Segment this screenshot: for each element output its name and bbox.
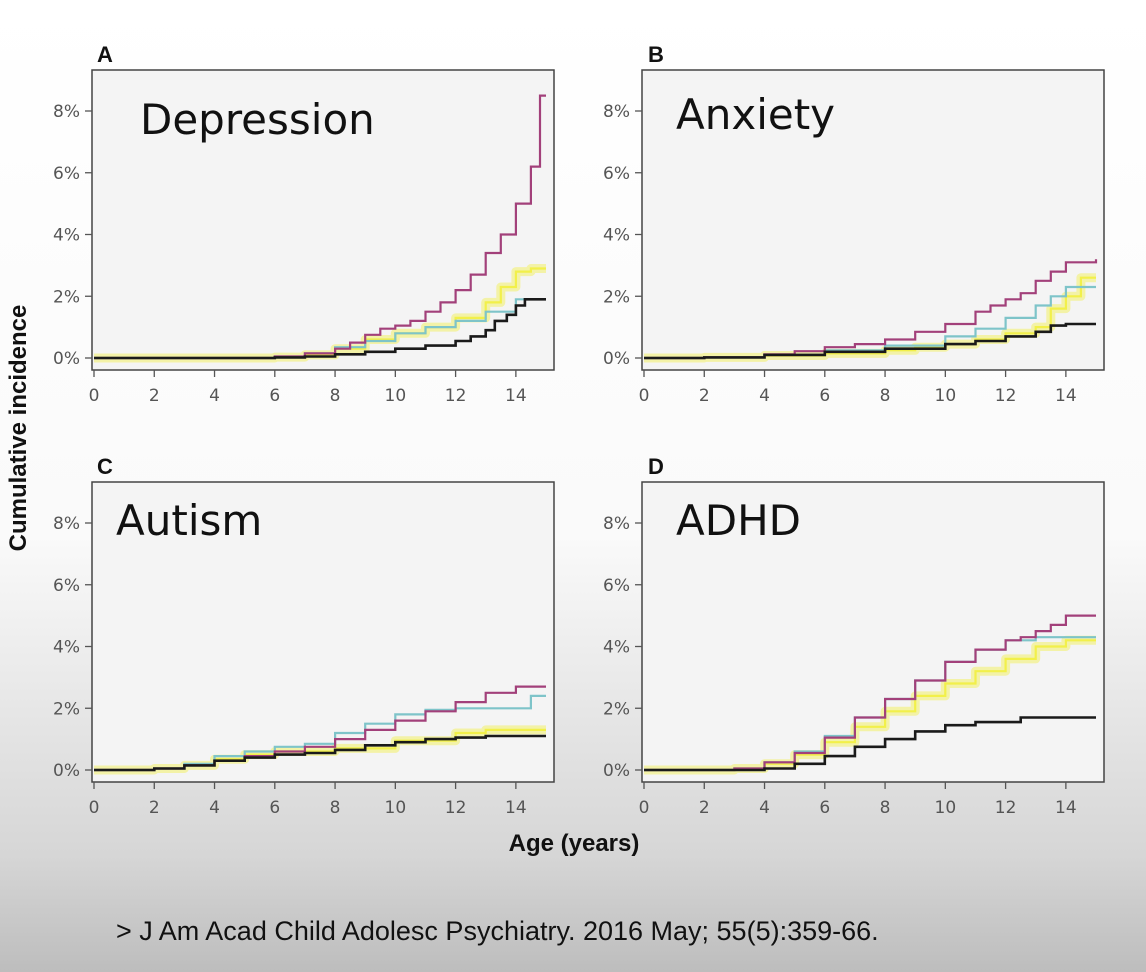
y-tick-label: 2%	[603, 287, 630, 307]
panel-title: Anxiety	[676, 90, 835, 139]
plot-area	[641, 481, 1105, 783]
x-tick-label: 2	[699, 798, 710, 818]
y-tick-label: 2%	[53, 699, 80, 719]
series-line	[94, 94, 546, 360]
y-tick-label: 0%	[53, 349, 80, 369]
x-tick-label: 6	[819, 386, 830, 406]
x-tick-label: 4	[209, 386, 220, 406]
y-tick-label: 8%	[603, 102, 630, 122]
x-tick-label: 8	[880, 798, 891, 818]
figure: A Depression 0% 2% 4% 6% 8% 0 2 4 6 8 10 12 14 B Anxiety…	[5, 42, 1105, 857]
panel-d: D ADHD 0% 2% 4% 6% 8% 0 2 4 6 8 10 12 14	[603, 454, 1105, 818]
y-tick-label: 6%	[603, 576, 630, 596]
x-tick-label: 0	[639, 386, 650, 406]
series-line	[94, 298, 546, 360]
panel-letter: A	[97, 42, 113, 67]
x-tick-label: 4	[759, 798, 770, 818]
y-tick-label: 0%	[53, 761, 80, 781]
x-tick-label: 2	[149, 798, 160, 818]
x-tick-label: 12	[995, 386, 1017, 406]
y-tick-label: 8%	[603, 514, 630, 534]
x-tick-label: 2	[149, 386, 160, 406]
y-tick-label: 4%	[53, 638, 80, 658]
x-tick-label: 8	[880, 386, 891, 406]
y-tick-label: 8%	[53, 514, 80, 534]
x-tick-label: 8	[330, 798, 341, 818]
x-tick-label: 0	[89, 386, 100, 406]
y-tick-label: 4%	[603, 226, 630, 246]
panel-b: B Anxiety 0% 2% 4% 6% 8% 0 2 4 6 8 10 12 14	[603, 42, 1105, 406]
x-tick-label: 12	[445, 798, 467, 818]
x-tick-label: 10	[385, 798, 407, 818]
x-tick-label: 14	[505, 798, 527, 818]
y-tick-label: 2%	[53, 287, 80, 307]
x-tick-label: 14	[505, 386, 527, 406]
y-tick-label: 4%	[53, 226, 80, 246]
x-tick-label: 10	[385, 386, 407, 406]
series-line	[94, 734, 546, 772]
x-tick-label: 6	[269, 386, 280, 406]
x-tick-label: 10	[935, 798, 957, 818]
panel-letter: D	[648, 454, 664, 479]
series-line	[644, 716, 1096, 772]
x-tick-label: 14	[1055, 386, 1077, 406]
y-axis-title: Cumulative incidence	[5, 305, 32, 552]
x-tick-label: 12	[995, 798, 1017, 818]
series-line	[644, 614, 1096, 772]
y-tick-label: 6%	[603, 164, 630, 184]
x-tick-label: 10	[935, 386, 957, 406]
panel-title: Depression	[140, 95, 375, 144]
series-line	[644, 639, 1096, 772]
y-tick-label: 0%	[603, 349, 630, 369]
panel-a: A Depression 0% 2% 4% 6% 8% 0 2 4 6 8 10 12 14	[53, 42, 555, 406]
x-tick-label: 4	[209, 798, 220, 818]
x-tick-label: 2	[699, 386, 710, 406]
x-tick-label: 0	[639, 798, 650, 818]
plot-area	[641, 69, 1105, 371]
y-tick-label: 4%	[603, 638, 630, 658]
y-tick-label: 2%	[603, 699, 630, 719]
x-tick-label: 8	[330, 386, 341, 406]
series-line	[644, 322, 1096, 360]
x-tick-label: 6	[819, 798, 830, 818]
panel-letter: B	[648, 42, 664, 67]
panel-title: ADHD	[676, 496, 801, 545]
citation: > J Am Acad Child Adolesc Psychiatry. 20…	[116, 916, 879, 946]
y-tick-label: 0%	[603, 761, 630, 781]
panels: A Depression 0% 2% 4% 6% 8% 0 2 4 6 8 10 12 14 B Anxiety…	[53, 42, 1105, 818]
series-line	[644, 259, 1098, 360]
y-tick-label: 8%	[53, 102, 80, 122]
x-tick-label: 0	[89, 798, 100, 818]
x-tick-label: 4	[759, 386, 770, 406]
y-tick-label: 6%	[53, 164, 80, 184]
x-tick-label: 12	[445, 386, 467, 406]
x-tick-label: 14	[1055, 798, 1077, 818]
panel-title: Autism	[116, 496, 262, 545]
y-tick-label: 6%	[53, 576, 80, 596]
panel-letter: C	[97, 454, 113, 479]
x-tick-label: 6	[269, 798, 280, 818]
x-axis-title: Age (years)	[509, 830, 640, 857]
